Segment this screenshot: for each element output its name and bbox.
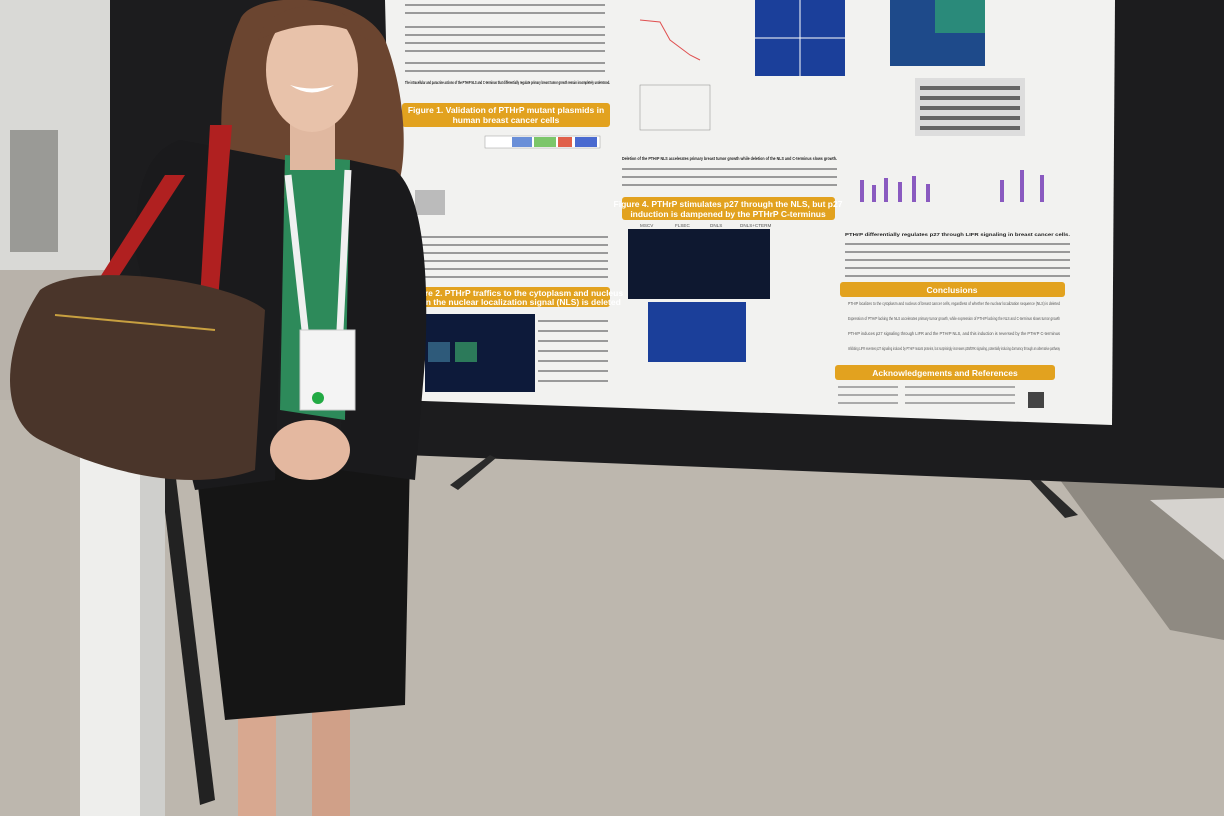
badge-dot	[312, 392, 324, 404]
board-foot	[1030, 480, 1078, 518]
conclusions-title: Conclusions	[926, 285, 977, 295]
panel-label: FLSEC	[675, 223, 690, 228]
smile	[290, 85, 334, 93]
face	[266, 8, 358, 132]
board-leg	[160, 470, 215, 805]
figure1-title-2: human breast cancer cells	[453, 115, 560, 125]
figure1-banner	[402, 103, 610, 127]
figure4-microscopy	[628, 229, 770, 299]
hands	[270, 420, 350, 480]
intro-bold-text: The intracellular and paracrine actions …	[405, 80, 610, 86]
panel-label: DNLS	[710, 223, 722, 228]
domain-block	[512, 137, 532, 147]
figure3-caption: Deletion of the PTHrP NLS accelerates pr…	[622, 156, 837, 162]
skirt	[195, 455, 410, 720]
lanyard	[284, 169, 352, 331]
figure2-title-2: when the nuclear localization signal (NL…	[408, 297, 621, 307]
microscopy-tile	[935, 0, 985, 33]
figure4-title: Figure 4. PTHrP stimulates p27 through t…	[614, 199, 843, 209]
conclusions-banner	[840, 282, 1065, 297]
acknowledgements-banner	[835, 365, 1055, 380]
research-poster: The intracellular and paracrine actions …	[385, 0, 1115, 425]
figure2-title: Figure 2. PTHrP traffics to the cytoplas…	[407, 288, 623, 298]
bag-strap	[95, 175, 185, 290]
conclusion-item: Expression of PTHrP lacking the NLS acce…	[848, 316, 1060, 321]
tumor-weight-chart	[639, 84, 711, 131]
figure1-title: Figure 1. Validation of PTHrP mutant pla…	[408, 105, 604, 115]
board-foot	[450, 455, 496, 490]
panel-label: MSCV	[640, 223, 654, 228]
microscopy-tile	[455, 342, 477, 362]
handbag	[10, 275, 265, 480]
domain-block	[534, 137, 556, 147]
figure5-caption: PTHrP differentially regulates p27 throu…	[845, 232, 1070, 238]
figure4-banner	[622, 197, 835, 220]
blazer	[340, 160, 427, 480]
figure2-banner	[420, 287, 610, 307]
domain-block	[558, 137, 572, 147]
conclusion-item: Inhibiting LIFR reverses p27 signaling i…	[848, 346, 1060, 351]
bag-zipper	[54, 314, 216, 331]
leg	[312, 700, 350, 816]
person	[10, 0, 427, 816]
qr-code-icon	[1028, 392, 1044, 408]
conclusion-item: PTHrP induces p27 signaling through LIFR…	[848, 331, 1061, 336]
floor-plate	[1150, 498, 1224, 560]
survival-curve	[639, 19, 701, 61]
acknowledgements-title: Acknowledgements and References	[872, 368, 1018, 378]
western-blot	[415, 190, 445, 215]
figure4-microscopy-2	[648, 302, 746, 362]
bag-strap	[200, 125, 232, 300]
figure4-title-2: induction is dampened by the PTHrP C-ter…	[630, 209, 826, 219]
panel-label: DNLS+CTERM	[740, 223, 771, 228]
domain-block	[575, 137, 597, 147]
pole-shade	[140, 455, 165, 816]
wall-panel	[10, 130, 58, 252]
name-badge	[299, 329, 356, 411]
microscopy-tile	[428, 342, 450, 362]
leg	[238, 700, 276, 816]
conclusion-item: PTHrP localizes to the cytoplasm and nuc…	[848, 301, 1060, 306]
bar-charts	[860, 170, 1044, 202]
